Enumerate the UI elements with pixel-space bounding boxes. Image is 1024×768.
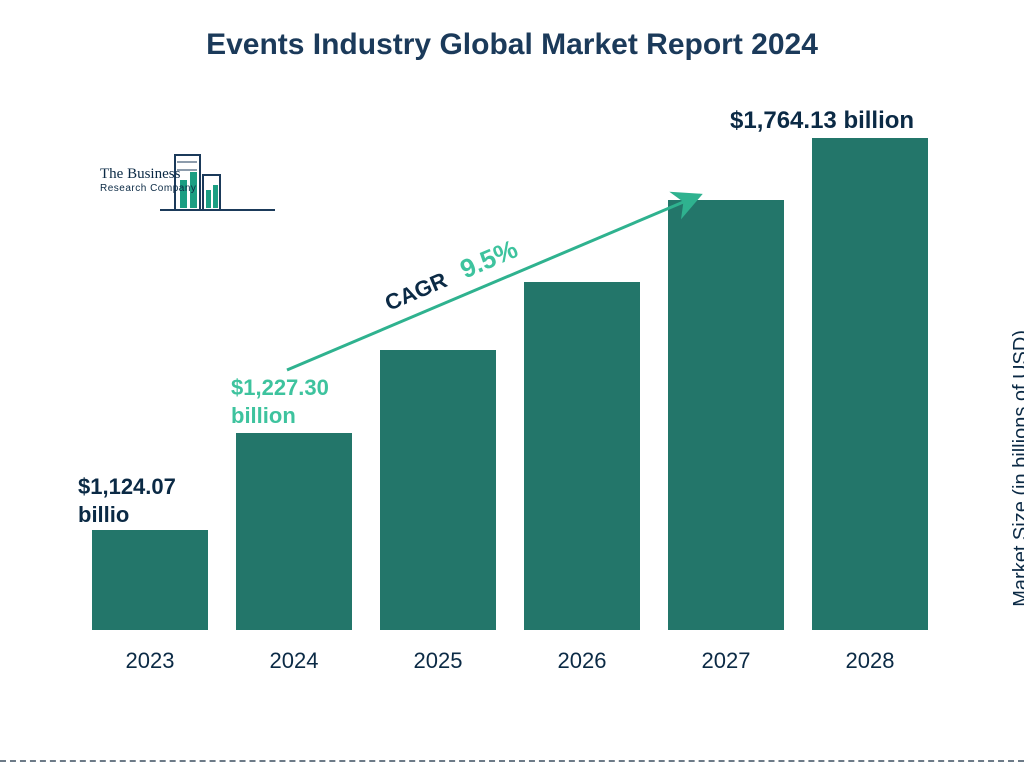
x-axis-labels: 2023 2024 2025 2026 2027 2028 bbox=[70, 648, 950, 674]
bar-chart: 202320242025202620272028 bbox=[70, 120, 950, 660]
bar bbox=[380, 350, 496, 630]
bar bbox=[524, 282, 640, 630]
footer-divider bbox=[0, 760, 1024, 762]
bar-column bbox=[805, 138, 935, 630]
x-axis-tick-label: 2026 bbox=[517, 648, 647, 674]
x-axis-tick-label: 2025 bbox=[373, 648, 503, 674]
x-axis-tick-label: 2023 bbox=[85, 648, 215, 674]
page-title: Events Industry Global Market Report 202… bbox=[0, 28, 1024, 62]
bar bbox=[668, 200, 784, 630]
bars-container bbox=[70, 120, 950, 630]
value-label-2023: $1,124.07 billio bbox=[78, 473, 176, 528]
value-label-2024-line2: billion bbox=[231, 402, 329, 430]
page: { "title": { "text": "Events Industry Gl… bbox=[0, 0, 1024, 768]
x-axis-tick-label: 2027 bbox=[661, 648, 791, 674]
bar bbox=[812, 138, 928, 630]
bar bbox=[236, 433, 352, 630]
bar-column bbox=[229, 433, 359, 630]
bar-column bbox=[85, 530, 215, 630]
bar-column bbox=[517, 282, 647, 630]
value-label-2024: $1,227.30 billion bbox=[231, 374, 329, 429]
value-label-2023-line2: billio bbox=[78, 501, 176, 529]
value-label-2024-line1: $1,227.30 bbox=[231, 374, 329, 402]
bar-column bbox=[661, 200, 791, 630]
bar-column bbox=[373, 350, 503, 630]
bar bbox=[92, 530, 208, 630]
x-axis-tick-label: 2024 bbox=[229, 648, 359, 674]
value-label-2028: $1,764.13 billion bbox=[730, 106, 914, 136]
value-label-2023-line1: $1,124.07 bbox=[78, 473, 176, 501]
x-axis-tick-label: 2028 bbox=[805, 648, 935, 674]
y-axis-label: Market Size (in billions of USD) bbox=[1010, 330, 1024, 607]
